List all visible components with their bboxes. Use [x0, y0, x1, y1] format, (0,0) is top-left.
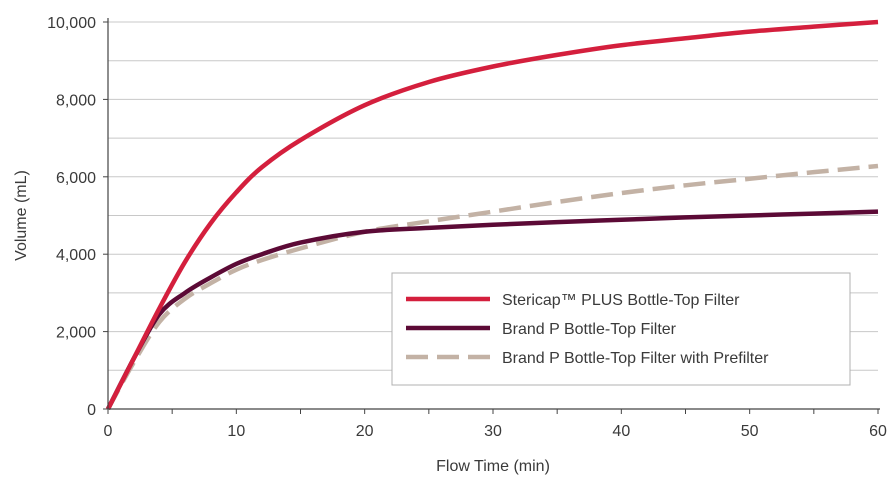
y-tick-label: 0 [87, 402, 96, 419]
series-line-2 [105, 209, 879, 411]
series-layer [105, 19, 879, 411]
x-tick-label: 40 [612, 423, 630, 440]
grid-lines [108, 21, 878, 371]
legend-label: Stericap™ PLUS Bottle-Top Filter [502, 292, 740, 309]
axes [103, 18, 880, 414]
legend-label: Brand P Bottle-Top Filter [502, 321, 677, 338]
y-axis-title: Volume (mL) [13, 170, 30, 261]
x-tick-label: 30 [484, 423, 502, 440]
legend-label: Brand P Bottle-Top Filter with Prefilter [502, 350, 769, 367]
x-tick-label: 10 [227, 423, 245, 440]
y-tick-label: 8,000 [56, 92, 96, 109]
legend: Stericap™ PLUS Bottle-Top Filter Brand P … [391, 272, 851, 386]
y-tick-label: 10,000 [47, 15, 96, 32]
x-tick-label: 50 [741, 423, 759, 440]
tick-labels: 0 10 20 30 40 50 60 0 2,000 4,000 6,000 8,000 10,000 [47, 15, 887, 440]
y-tick-label: 2,000 [56, 325, 96, 342]
x-axis-title: Flow Time (min) [436, 458, 550, 475]
x-tick-label: 60 [869, 423, 887, 440]
y-tick-label: 4,000 [56, 247, 96, 264]
x-tick-label: 0 [104, 423, 113, 440]
series-line-1 [105, 19, 879, 411]
x-tick-label: 20 [356, 423, 374, 440]
y-tick-label: 6,000 [56, 170, 96, 187]
